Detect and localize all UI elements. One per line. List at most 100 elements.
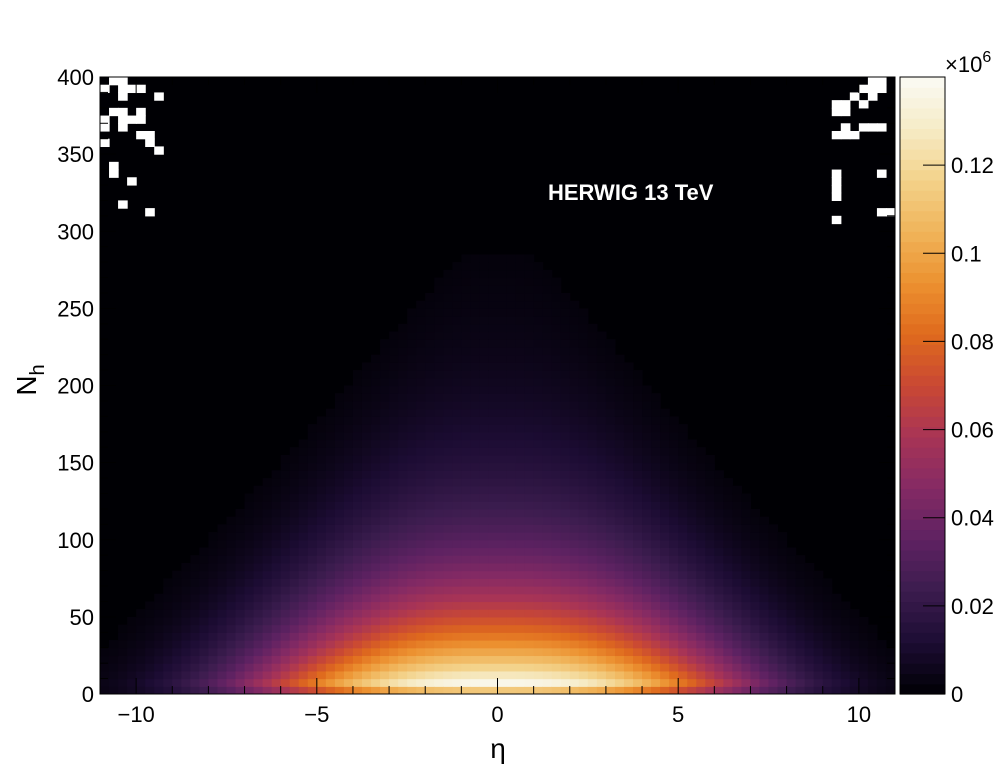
- heatmap-cell: [777, 578, 788, 587]
- heatmap-cell: [542, 478, 553, 487]
- heatmap-cell: [587, 416, 598, 425]
- heatmap-cell: [416, 632, 426, 641]
- heatmap-cell: [623, 416, 634, 425]
- heatmap-cell: [533, 269, 544, 279]
- heatmap-cell: [669, 470, 679, 479]
- heatmap-cell: [253, 586, 264, 595]
- heatmap-cell: [750, 508, 761, 518]
- heatmap-cell: [208, 593, 219, 603]
- heatmap-cell: [479, 346, 490, 356]
- heatmap-cell: [280, 678, 291, 687]
- heatmap-cell: [551, 400, 562, 410]
- heatmap-cell: [425, 439, 435, 448]
- heatmap-cell: [190, 609, 200, 618]
- heatmap-cell: [551, 346, 562, 356]
- heatmap-cell: [578, 331, 589, 340]
- heatmap-cell: [244, 555, 255, 564]
- heatmap-cell: [542, 601, 553, 610]
- heatmap-cell: [262, 524, 273, 533]
- heatmap-cell: [623, 408, 634, 417]
- heatmap-cell: [551, 485, 562, 495]
- heatmap-cell: [488, 624, 499, 633]
- heatmap-cell: [416, 354, 426, 363]
- heatmap-cell: [678, 439, 688, 448]
- heatmap-cell: [479, 447, 490, 456]
- heatmap-cell: [723, 501, 733, 510]
- heatmap-cell: [651, 470, 661, 479]
- heatmap-cell: [352, 508, 363, 518]
- heatmap-cell: [325, 570, 336, 579]
- heatmap-cell: [352, 385, 363, 394]
- heatmap-cell: [741, 578, 752, 587]
- heatmap-cell: [524, 400, 535, 410]
- heatmap-cell: [750, 632, 761, 641]
- heatmap-cell: [389, 416, 399, 425]
- heatmap-cell: [181, 586, 191, 595]
- heatmap-cell: [371, 501, 381, 510]
- heatmap-cell: [452, 323, 462, 333]
- heatmap-cell: [596, 400, 607, 410]
- heatmap-cell: [289, 516, 300, 525]
- heatmap-cell: [605, 478, 616, 487]
- heatmap-cell: [380, 370, 390, 379]
- heatmap-cell: [479, 462, 490, 471]
- heatmap-cell: [705, 632, 715, 641]
- heatmap-cell: [633, 609, 643, 618]
- heatmap-cell: [651, 462, 661, 471]
- heatmap-cell: [515, 300, 526, 309]
- heatmap-cell: [118, 84, 128, 94]
- heatmap-cell: [605, 678, 616, 687]
- heatmap-cell: [316, 439, 327, 448]
- heatmap-cell: [795, 616, 806, 626]
- y-axis-title: Nh: [11, 364, 49, 395]
- heatmap-cell: [605, 624, 616, 633]
- heatmap-cell: [651, 555, 661, 564]
- heatmap-cell: [298, 547, 309, 556]
- colorbar-segment: [900, 406, 945, 417]
- heatmap-cell: [334, 524, 345, 533]
- heatmap-cell: [569, 439, 580, 448]
- heatmap-cell: [831, 130, 842, 140]
- heatmap-cell: [470, 323, 481, 333]
- heatmap-cell: [633, 640, 643, 649]
- heatmap-cell: [307, 562, 318, 572]
- colorbar-segment: [900, 344, 945, 356]
- heatmap-cell: [488, 277, 499, 286]
- heatmap-cell: [678, 647, 688, 657]
- colorbar-segment: [900, 303, 945, 315]
- heatmap-cell: [316, 424, 327, 433]
- heatmap-cell: [425, 578, 435, 587]
- heatmap-cell: [461, 308, 471, 317]
- heatmap-cell: [452, 640, 462, 649]
- heatmap-cell: [587, 362, 598, 371]
- heatmap-cell: [786, 624, 797, 633]
- heatmap-cell: [795, 555, 806, 564]
- heatmap-cell: [642, 385, 652, 394]
- heatmap-cell: [217, 678, 228, 687]
- heatmap-cell: [325, 609, 336, 618]
- heatmap-cell: [271, 616, 282, 626]
- heatmap-cell: [732, 508, 743, 518]
- heatmap-cell: [560, 493, 571, 502]
- heatmap-cell: [208, 562, 219, 572]
- heatmap-cell: [560, 485, 571, 495]
- heatmap-cell: [524, 300, 535, 309]
- heatmap-cell: [416, 670, 426, 680]
- heatmap-cell: [235, 616, 246, 626]
- heatmap-cell: [569, 539, 580, 549]
- heatmap-cell: [524, 339, 535, 348]
- heatmap-cell: [253, 562, 264, 572]
- heatmap-cell: [596, 655, 607, 664]
- heatmap-cell: [515, 431, 526, 441]
- heatmap-cell: [443, 586, 453, 595]
- heatmap-cell: [524, 678, 535, 687]
- heatmap-cell: [614, 408, 625, 417]
- heatmap-cell: [849, 92, 860, 101]
- heatmap-cell: [389, 508, 399, 518]
- heatmap-cell: [217, 632, 228, 641]
- heatmap-cell: [777, 663, 788, 672]
- heatmap-cell: [515, 462, 526, 471]
- heatmap-cell: [136, 663, 146, 672]
- heatmap-cell: [154, 601, 164, 610]
- heatmap-cell: [605, 570, 616, 579]
